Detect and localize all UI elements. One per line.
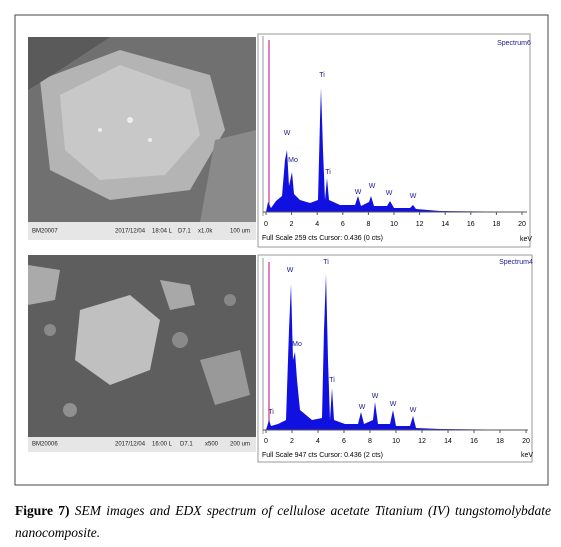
sem-magnification: x500 xyxy=(205,442,219,448)
x-tick-label: 12 xyxy=(416,221,424,228)
peak-label: Ti xyxy=(329,377,335,384)
x-tick-label: 8 xyxy=(366,221,370,228)
spectrum-name: Spectrum6 xyxy=(497,40,531,47)
x-tick-label: 4 xyxy=(316,438,320,445)
x-unit: keV xyxy=(520,236,532,243)
sem-scale: 200 um xyxy=(230,442,250,448)
peak-label: Ti xyxy=(325,169,331,176)
x-tick-label: 4 xyxy=(315,221,319,228)
peak-label: W xyxy=(410,193,417,200)
x-tick-label: 2 xyxy=(290,221,294,228)
x-tick-label: 8 xyxy=(368,438,372,445)
peak-label: W xyxy=(287,267,294,274)
x-tick-label: 18 xyxy=(496,438,504,445)
peak-label: Ti xyxy=(268,409,274,416)
x-tick-label: 12 xyxy=(418,438,426,445)
peak-label: W xyxy=(410,407,417,414)
sem-scale: 100 um xyxy=(230,229,250,235)
spectrum-footer: Full Scale 947 cts Cursor: 0.436 (2 cts) xyxy=(262,452,383,459)
x-tick-label: 6 xyxy=(341,221,345,228)
x-tick-label: 0 xyxy=(264,438,268,445)
sem-setting: D7.1 xyxy=(178,229,191,235)
peak-label: W xyxy=(369,183,376,190)
peak-label: W xyxy=(359,404,366,411)
spectrum-footer: Full Scale 259 cts Cursor: 0.436 (0 cts) xyxy=(262,235,383,242)
edx-spectrum: Spectrum4 Ti W Mo Ti Ti W W W W Full Sca… xyxy=(257,254,533,463)
peak-label: Ti xyxy=(319,72,325,79)
peak-label: W xyxy=(372,393,379,400)
peak-label: Ti xyxy=(323,259,329,266)
x-tick-label: 10 xyxy=(390,221,398,228)
x-tick-label: 0 xyxy=(264,221,268,228)
x-tick-label: 2 xyxy=(290,438,294,445)
caption-label: Figure 7) xyxy=(15,503,70,518)
x-tick-label: 18 xyxy=(493,221,501,228)
sem-image: BM20006 2017/12/04 16:00 L D7.1 x500 200… xyxy=(28,255,256,452)
x-tick-label: 20 xyxy=(522,438,530,445)
peak-label: W xyxy=(386,190,393,197)
sem-id: BM20007 xyxy=(32,229,58,235)
x-tick-label: 14 xyxy=(441,221,449,228)
peak-label: W xyxy=(355,189,362,196)
sem-id: BM20006 xyxy=(32,442,58,448)
edx-spectrum: Spectrum6 W Mo Ti Ti W W W W Full Scale … xyxy=(257,33,532,248)
figure-caption: Figure 7) SEM images and EDX spectrum of… xyxy=(15,500,551,544)
sem-date: 2017/12/04 xyxy=(115,442,146,448)
x-tick-label: 6 xyxy=(342,438,346,445)
x-tick-label: 16 xyxy=(467,221,475,228)
x-tick-label: 16 xyxy=(470,438,478,445)
sem-magnification: x1.0k xyxy=(198,229,213,235)
caption-text: SEM images and EDX spectrum of cellulose… xyxy=(15,503,551,540)
x-unit: keV xyxy=(521,452,533,459)
peak-label: W xyxy=(284,130,291,137)
x-tick-label: 10 xyxy=(392,438,400,445)
peak-label: Mo xyxy=(288,157,298,164)
sem-image: BM20007 2017/12/04 18:04 L D7.1 x1.0k 10… xyxy=(28,37,256,240)
sem-setting: D7.1 xyxy=(180,442,193,448)
sem-time: 18:04 L xyxy=(152,229,173,235)
peak-label: Mo xyxy=(292,341,302,348)
peak-label: W xyxy=(390,401,397,408)
x-tick-label: 14 xyxy=(444,438,452,445)
sem-time: 16:00 L xyxy=(152,442,173,448)
sem-date: 2017/12/04 xyxy=(115,229,146,235)
figure: BM20007 2017/12/04 18:04 L D7.1 x1.0k 10… xyxy=(14,14,549,486)
x-tick-label: 20 xyxy=(518,221,526,228)
spectrum-name: Spectrum4 xyxy=(499,259,533,266)
